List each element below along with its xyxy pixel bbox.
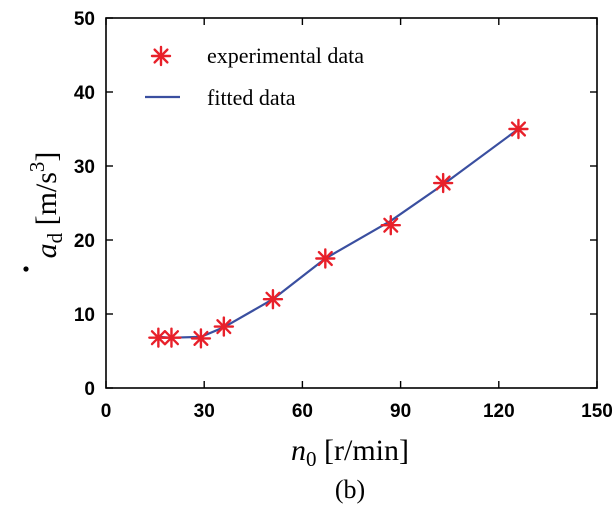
experimental-data-point: [432, 172, 454, 194]
ticks-group: 0 30 60 90 120 150 0 10 20 30 40 50: [74, 9, 613, 422]
x-axis-var: n: [291, 434, 306, 467]
legend-asterisk-icon: [150, 45, 172, 67]
y-axis-unit-end: ]: [30, 152, 63, 162]
x-axis-unit: [r/min]: [317, 434, 409, 467]
legend-label-experimental: experimental data: [207, 43, 364, 68]
experimental-data-point: [161, 327, 182, 348]
y-axis-sub: d: [43, 232, 67, 243]
y-axis-unit: [m/s: [30, 172, 63, 233]
y-axis-dot-accent: [23, 266, 29, 272]
x-axis-label: n0 [r/min]: [291, 434, 409, 471]
x-tick-label: 120: [483, 401, 515, 422]
legend: experimental data fitted data: [145, 43, 364, 110]
x-tick-label: 0: [101, 401, 112, 422]
x-tick-label: 60: [292, 401, 313, 422]
legend-marker-experimental: [150, 45, 172, 67]
y-tick-label: 30: [74, 157, 95, 178]
legend-label-fitted: fitted data: [207, 85, 296, 110]
y-axis-unit-sup: 3: [25, 162, 49, 173]
y-tick-label: 40: [74, 83, 95, 104]
experimental-data-point: [262, 289, 284, 310]
figure-caption: (b): [335, 475, 365, 504]
y-tick-label: 20: [74, 231, 95, 252]
x-tick-label: 90: [390, 401, 411, 422]
experimental-data-point: [380, 214, 401, 236]
experimental-data-point: [315, 248, 336, 269]
y-tick-label: 0: [84, 379, 95, 400]
x-tick-label: 150: [581, 401, 613, 422]
x-tick-label: 30: [194, 401, 215, 422]
plot-area: [105, 17, 598, 389]
y-axis-var: a: [30, 243, 63, 258]
y-tick-label: 10: [74, 305, 95, 326]
experimental-data-point: [213, 316, 235, 337]
y-axis-label: ad [m/s3]: [23, 152, 67, 272]
y-tick-label: 50: [74, 9, 95, 30]
svg-text:ad [m/s3]: ad [m/s3]: [25, 152, 67, 259]
series-markers: [148, 118, 529, 349]
experimental-data-point: [508, 118, 529, 140]
x-axis-sub: 0: [306, 447, 317, 471]
experimental-data-point: [190, 328, 212, 349]
